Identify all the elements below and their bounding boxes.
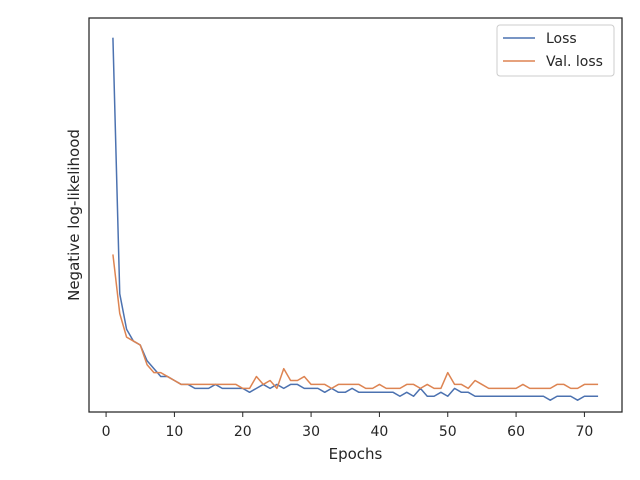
y-axis-label: Negative log-likelihood: [65, 129, 83, 301]
plot-area: [89, 18, 622, 412]
legend-val-loss-label: Val. loss: [546, 54, 603, 70]
axes-frame: [88, 17, 623, 413]
x-axis-ticks: 0 10 20 30 40 50 60 70: [102, 412, 594, 440]
legend-loss-label: Loss: [546, 31, 577, 47]
x-tick-label: 20: [234, 424, 252, 440]
legend: Loss Val. loss: [496, 24, 615, 77]
plot-background: [89, 18, 622, 412]
x-tick-label: 40: [371, 424, 389, 440]
x-tick-label: 30: [302, 424, 320, 440]
x-tick-label: 70: [576, 424, 594, 440]
x-tick-label: 10: [166, 424, 184, 440]
series-layer: [112, 37, 599, 401]
x-tick-label: 50: [439, 424, 457, 440]
x-tick-label: 60: [507, 424, 525, 440]
series-line-loss: [112, 37, 599, 401]
x-axis-label: Epochs: [329, 445, 383, 463]
series-line-val-loss: [112, 254, 599, 390]
x-tick-label: 0: [102, 424, 111, 440]
